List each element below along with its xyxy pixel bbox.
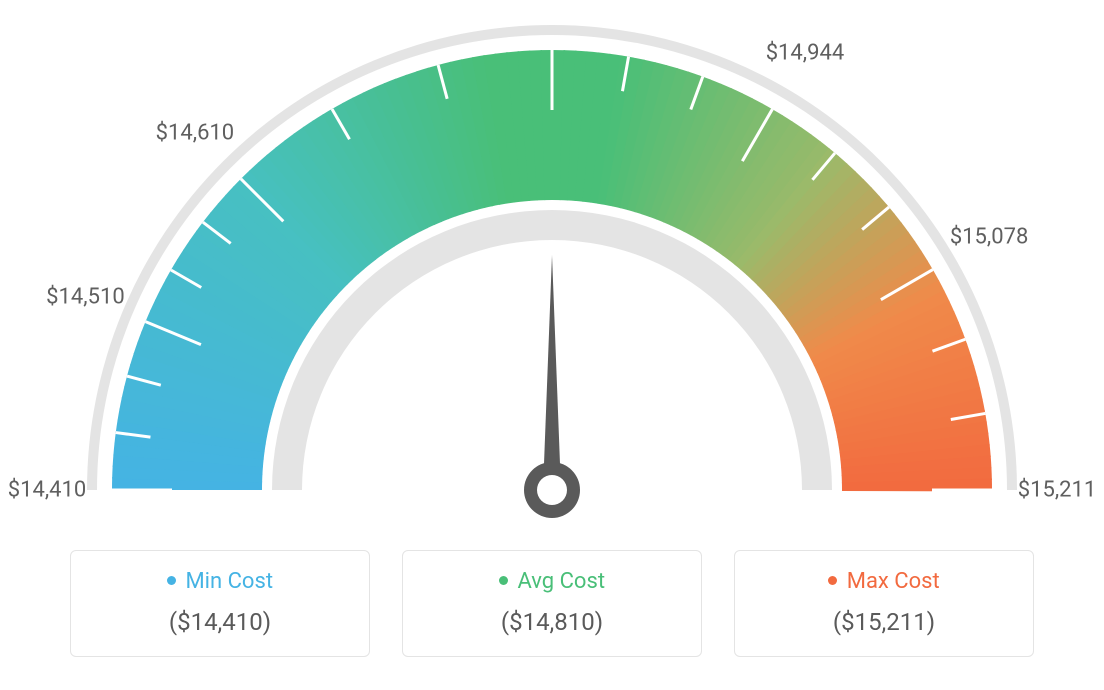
max-cost-title: Max Cost: [745, 569, 1023, 594]
gauge-tick-label: $15,078: [950, 225, 1029, 250]
min-cost-title: Min Cost: [81, 569, 359, 594]
avg-cost-card: Avg Cost ($14,810): [402, 550, 702, 657]
gauge-chart: $14,410$14,510$14,610$14,810$14,944$15,0…: [0, 0, 1104, 540]
gauge-svg: [0, 0, 1104, 540]
dot-icon: [499, 576, 508, 585]
max-cost-card: Max Cost ($15,211): [734, 550, 1034, 657]
min-cost-value: ($14,410): [81, 608, 359, 636]
avg-cost-title: Avg Cost: [413, 569, 691, 594]
min-cost-card: Min Cost ($14,410): [70, 550, 370, 657]
gauge-tick-label: $14,944: [766, 40, 845, 65]
avg-cost-label: Avg Cost: [517, 569, 605, 594]
legend-row: Min Cost ($14,410) Avg Cost ($14,810) Ma…: [0, 550, 1104, 657]
max-cost-label: Max Cost: [847, 569, 940, 594]
dot-icon: [167, 576, 176, 585]
min-cost-label: Min Cost: [185, 569, 273, 594]
max-cost-value: ($15,211): [745, 608, 1023, 636]
gauge-tick-label: $14,510: [46, 284, 125, 309]
gauge-tick-label: $14,410: [8, 478, 87, 503]
avg-cost-value: ($14,810): [413, 608, 691, 636]
dot-icon: [828, 576, 837, 585]
gauge-tick-label: $15,211: [1018, 478, 1097, 503]
gauge-tick-label: $14,610: [156, 120, 235, 145]
